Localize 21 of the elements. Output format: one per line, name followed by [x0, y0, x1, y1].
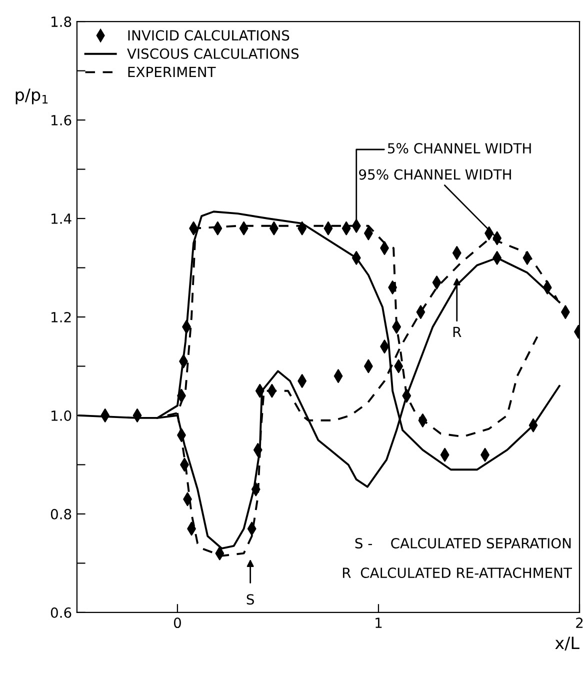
legend-label: EXPERIMENT	[128, 66, 216, 78]
x-axis-title: x/L	[555, 636, 580, 650]
y-tick-label: 1.0	[52, 410, 72, 421]
legend-label: VISCOUS CALCULATIONS	[127, 48, 299, 59]
annotation: 95% CHANNEL WIDTH	[359, 169, 511, 180]
x-tick-label: 0	[174, 618, 181, 628]
x-tick-label: 1	[376, 618, 382, 628]
annotation: R CALCULATED RE-ATTACHMENT	[342, 568, 572, 578]
legend-label: INVICID CALCULATIONS	[128, 30, 290, 41]
annotation: S	[246, 594, 254, 605]
annotation: 5% CHANNEL WIDTH	[388, 143, 531, 154]
annotation: S - CALCULATED SEPARATION	[355, 538, 571, 549]
x-tick-label: 2	[576, 618, 583, 628]
annotation: R	[453, 326, 462, 337]
y-tick-label: 1.2	[52, 312, 71, 322]
y-tick-label: 1.8	[52, 16, 72, 28]
y-tick-label: 0.8	[50, 508, 72, 520]
y-tick-label: 1.6	[52, 114, 72, 126]
y-axis-title: p/p$_{1}$	[16, 88, 48, 104]
y-tick-label: 0.6	[50, 607, 72, 618]
y-tick-label: 1.4	[52, 214, 72, 224]
